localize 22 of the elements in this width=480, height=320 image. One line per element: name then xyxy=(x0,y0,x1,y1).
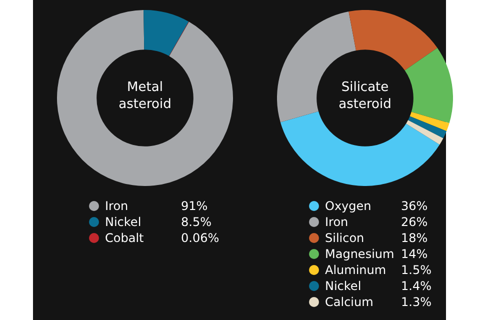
legend-label: Nickel xyxy=(325,279,362,293)
data-label: 91% xyxy=(181,199,208,213)
legend-label: Silicon xyxy=(325,231,366,245)
data-label: 18% xyxy=(401,231,428,245)
data-label: 1.3% xyxy=(401,295,432,309)
data-label: 8.5% xyxy=(181,215,212,229)
data-label: 14% xyxy=(401,247,428,261)
data-label: 26% xyxy=(401,215,428,229)
data-label: 1.4% xyxy=(401,279,432,293)
legend-label: Calcium xyxy=(325,295,374,309)
text: Metal asteroid xyxy=(118,79,172,113)
legend-label: Magnesium xyxy=(325,247,396,261)
data-label: 0.06% xyxy=(181,231,220,245)
data-label: 36% xyxy=(401,199,428,213)
legend-label: Oxygen xyxy=(325,199,372,213)
data-label: 1.5% xyxy=(401,263,432,277)
text: Silicate asteroid xyxy=(338,79,392,113)
legend-label: Iron xyxy=(325,215,350,229)
legend-label: Aluminum xyxy=(325,263,388,277)
legend-label: Cobalt xyxy=(105,231,145,245)
legend-label: Iron xyxy=(105,199,130,213)
legend-label: Nickel xyxy=(105,215,142,229)
